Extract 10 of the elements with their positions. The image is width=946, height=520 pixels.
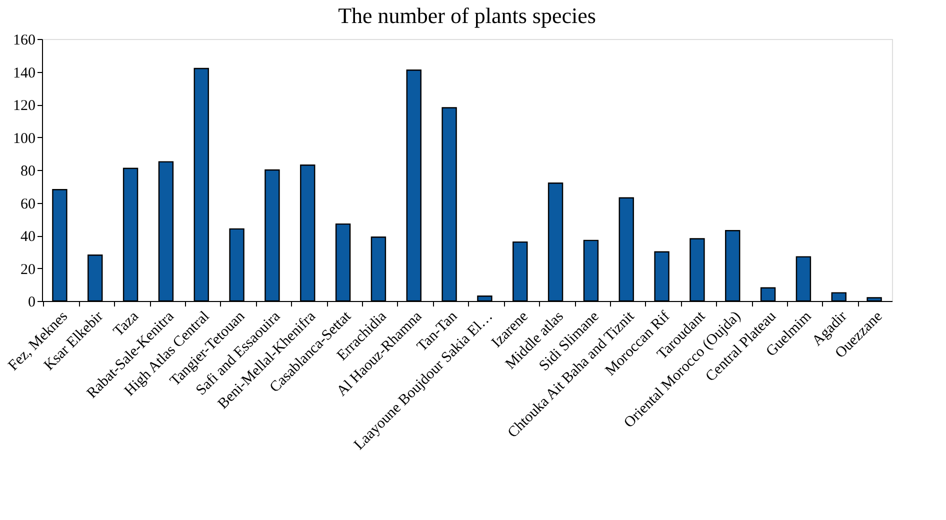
y-tick-label: 160 [13, 32, 36, 48]
y-tick-label: 40 [20, 229, 36, 245]
chart-title: The number of plants species [338, 3, 596, 28]
y-tick-label: 120 [13, 98, 36, 114]
y-tick-label: 100 [13, 130, 36, 147]
y-tick-label: 60 [20, 196, 36, 212]
y-tick-label: 20 [20, 262, 36, 278]
y-tick-label: 0 [28, 294, 36, 310]
y-tick-label: 140 [13, 65, 36, 82]
y-tick-label: 80 [20, 164, 36, 180]
